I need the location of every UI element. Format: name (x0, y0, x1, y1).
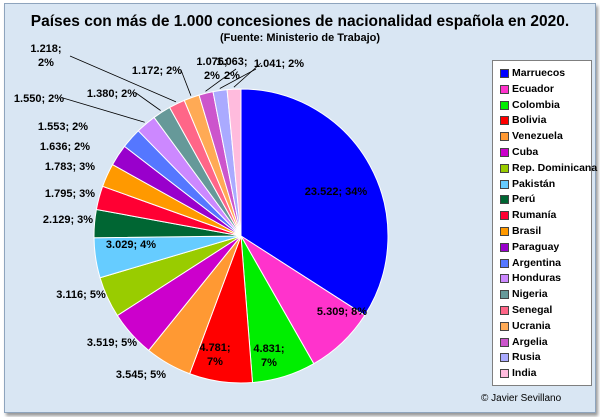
legend-label: Cuba (512, 146, 539, 158)
leader-line (135, 92, 161, 111)
legend-swatch (500, 100, 509, 110)
pie-slice-india (226, 88, 242, 237)
legend-label: India (512, 367, 537, 380)
legend-label: Nigeria (512, 288, 548, 301)
legend-swatch (500, 116, 509, 126)
legend-label: Brasil (512, 225, 542, 237)
legend: Marruecos Ecuador Colombia Bolivia Venezuela… (492, 60, 597, 386)
legend-label: Ucrania (512, 319, 551, 332)
chart-title: Países con más de 1.000 concesiones de n… (5, 12, 595, 44)
chart-frame: Países con más de 1.000 concesiones de n… (4, 3, 597, 413)
legend-label: Argentina (512, 256, 562, 269)
legend-swatch (500, 290, 509, 300)
legend-swatch (500, 84, 509, 94)
legend-swatch (500, 163, 509, 173)
legend-label: Marruecos (512, 67, 566, 79)
data-label: 1.041; 2% (254, 58, 304, 70)
data-label: 4.831; 7% (253, 343, 284, 369)
data-label: 3.029; 4% (106, 239, 156, 251)
legend-swatch (500, 369, 509, 379)
pie-slice-marruecos (240, 88, 389, 316)
legend-label: Ecuador (512, 82, 555, 95)
legend-label: Colombia (512, 98, 560, 111)
legend-swatch (500, 353, 509, 363)
leader-line (69, 55, 177, 103)
pie-slices (93, 88, 389, 384)
legend-label: Rep. Dominicana (512, 161, 598, 174)
leader-line (62, 97, 145, 123)
legend-label: Bolivia (512, 114, 547, 127)
legend-swatch (500, 242, 509, 252)
data-label: 1.553; 2% (38, 121, 88, 133)
data-label: 1.636; 2% (40, 141, 90, 153)
legend-swatch (500, 306, 509, 315)
leader-line (205, 68, 237, 92)
leader-line (233, 62, 262, 88)
legend-swatch (500, 211, 509, 221)
data-label: 1.172; 2% (132, 65, 182, 77)
legend-label: Pakistán (512, 177, 556, 190)
legend-swatch (500, 179, 509, 189)
legend-swatch (500, 274, 509, 284)
legend-label: Argelia (512, 335, 548, 348)
legend-swatch (500, 227, 509, 236)
legend-label: Paraguay (512, 240, 560, 253)
legend-swatch (500, 258, 509, 268)
data-label: 1.783; 3% (45, 161, 95, 173)
legend-swatch (500, 321, 509, 331)
leader-lines (62, 55, 262, 123)
leader-line (219, 68, 257, 89)
legend-label: Honduras (512, 272, 562, 285)
legend-label: Perú (512, 193, 536, 206)
data-labels: 23.522; 34% 5.309; 8% 4.831; 7% 4.781; 7% 3.54… (14, 43, 367, 381)
data-label: 3.116; 5% (56, 289, 106, 301)
chart-subtitle: (Fuente: Ministerio de Trabajo) (219, 32, 381, 44)
data-label: 1.550; 2% (14, 93, 64, 105)
data-label: 1.063; 2% (216, 56, 247, 82)
legend-label: Rumanía (512, 209, 557, 222)
legend-label: Senegal (512, 304, 553, 316)
legend-swatch (500, 69, 509, 78)
legend-label: Venezuela (512, 130, 563, 143)
legend-label: Rusia (512, 351, 541, 364)
data-label: 4.781; 7% (199, 342, 230, 368)
data-label: 1.380; 2% (87, 88, 137, 100)
data-label: 2.129; 3% (43, 214, 93, 226)
data-label: 23.522; 34% (305, 186, 368, 198)
legend-swatch (500, 132, 509, 142)
data-label: 3.519; 5% (87, 337, 137, 349)
data-label: 5.309; 8% (317, 306, 367, 318)
pie-chart: 23.522; 34% 5.309; 8% 4.831; 7% 4.781; 7% 3.54… (14, 43, 389, 384)
data-label: 1.076; 2% (196, 56, 227, 82)
leader-line (180, 69, 192, 96)
legend-swatch (500, 148, 509, 157)
legend-swatch (500, 337, 509, 347)
chart-title-text: Países con más de 1.000 concesiones de n… (30, 13, 570, 30)
credit-text: © Javier Sevillano (481, 393, 562, 404)
data-label: 1.218; 2% (30, 43, 61, 69)
data-label: 3.545; 5% (116, 369, 166, 381)
data-label: 1.795; 3% (45, 188, 95, 200)
legend-swatch (500, 195, 509, 205)
